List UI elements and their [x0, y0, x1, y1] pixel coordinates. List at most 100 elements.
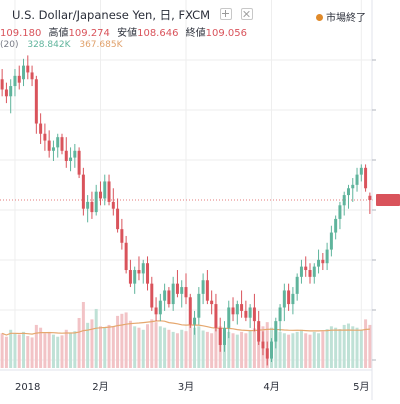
- candle-body: [158, 300, 162, 315]
- candle-body: [227, 307, 231, 328]
- volume-ma-line: [1, 320, 370, 336]
- candle-body: [154, 307, 158, 315]
- candle-body: [248, 307, 252, 318]
- candle-body: [338, 205, 342, 219]
- candle-body: [188, 297, 192, 325]
- volume-bar: [231, 333, 235, 368]
- candle-body: [368, 195, 372, 200]
- volume-bar: [278, 331, 282, 368]
- volume-bar: [214, 329, 218, 368]
- volume-bar: [368, 324, 372, 368]
- candle-body: [150, 283, 154, 308]
- candle-body: [252, 307, 256, 322]
- candle-body: [210, 300, 214, 305]
- symbol-title: U.S. Dollar/Japanese Yen, 日, FXCM: [12, 7, 254, 23]
- candle-body: [184, 287, 188, 298]
- volume-bar: [81, 302, 85, 368]
- volume-bar: [73, 331, 77, 368]
- candle-body: [282, 290, 286, 308]
- volume-bar: [51, 334, 55, 368]
- volume-bar: [291, 333, 295, 368]
- volume-bar: [308, 334, 312, 368]
- volume-bar: [342, 324, 346, 368]
- candle-body: [86, 201, 90, 209]
- market-status[interactable]: 市場終了: [316, 9, 366, 24]
- candle-body: [325, 249, 329, 264]
- volume-bar: [346, 323, 350, 368]
- volume-bar: [325, 329, 329, 368]
- volume-bar: [248, 330, 252, 368]
- volume-bar: [150, 319, 154, 368]
- candle-body: [287, 290, 291, 305]
- ohlc-open-value: 109.180: [0, 28, 42, 39]
- candle-body: [222, 327, 226, 345]
- volume-bar: [124, 312, 128, 368]
- volume-bar: [210, 333, 214, 368]
- market-closed-dot-icon: [316, 14, 323, 21]
- volume-bar: [197, 326, 201, 368]
- market-status-label: 市場終了: [326, 13, 366, 24]
- candle-body: [167, 290, 171, 305]
- candle-body: [39, 123, 43, 134]
- volume-bar: [69, 333, 73, 368]
- volume-ma-value: 367.685K: [79, 40, 123, 50]
- candle-body: [312, 266, 316, 277]
- candle-body: [64, 150, 68, 162]
- remove-symbol-icon[interactable]: [241, 8, 254, 20]
- ohlc-legend: 109.180 高値109.274 安値108.646 終値109.056: [0, 24, 247, 39]
- candle-body: [4, 89, 8, 97]
- volume-bar: [60, 335, 64, 368]
- volume-bar: [39, 327, 43, 368]
- candle-body: [240, 304, 244, 311]
- volume-bar: [312, 331, 316, 368]
- volume-bar: [13, 333, 17, 368]
- volume-bar: [111, 326, 115, 368]
- candle-body: [346, 188, 350, 196]
- candle-body: [180, 287, 184, 294]
- volume-bar: [158, 326, 162, 368]
- volume-bar: [287, 334, 291, 368]
- volume-bar: [359, 329, 363, 368]
- candle-body: [103, 181, 107, 199]
- add-compare-icon[interactable]: [219, 8, 232, 20]
- current-price-marker: [376, 193, 400, 206]
- volume-bar: [98, 326, 102, 368]
- volume-bar: [22, 331, 26, 368]
- volume-bar: [103, 327, 107, 368]
- volume-bar: [338, 329, 342, 368]
- candle-body: [133, 270, 137, 284]
- volume-bar: [180, 329, 184, 368]
- volume-bar: [355, 327, 359, 368]
- volume-bar: [334, 327, 338, 368]
- candle-body: [22, 65, 26, 80]
- candle-body: [17, 75, 21, 83]
- volume-bar: [154, 322, 158, 368]
- volume-bar: [86, 322, 90, 368]
- candle-body: [308, 270, 312, 277]
- volume-bar: [56, 336, 60, 368]
- candle-body: [329, 232, 333, 250]
- volume-bar: [188, 324, 192, 368]
- candle-body: [231, 307, 235, 315]
- volume-bar: [321, 331, 325, 368]
- volume-bar: [184, 331, 188, 368]
- time-axis-label: 2月: [92, 381, 108, 393]
- volume-legend: (20) 328.842K 367.685K: [0, 40, 122, 50]
- candle-body: [265, 348, 269, 359]
- candle-body: [111, 201, 115, 209]
- candle-body: [359, 167, 363, 175]
- candle-body: [295, 276, 299, 294]
- volume-bar: [137, 327, 141, 368]
- time-axis-label: 2018: [15, 382, 40, 393]
- volume-bar: [128, 320, 132, 368]
- volume-bar: [282, 333, 286, 368]
- candle-body: [193, 317, 197, 325]
- candle-body: [205, 280, 209, 301]
- candle-body: [69, 157, 73, 162]
- volume-bar: [240, 331, 244, 368]
- candle-body: [128, 270, 132, 284]
- volume-bar: [17, 334, 21, 368]
- volume-bar: [34, 324, 38, 368]
